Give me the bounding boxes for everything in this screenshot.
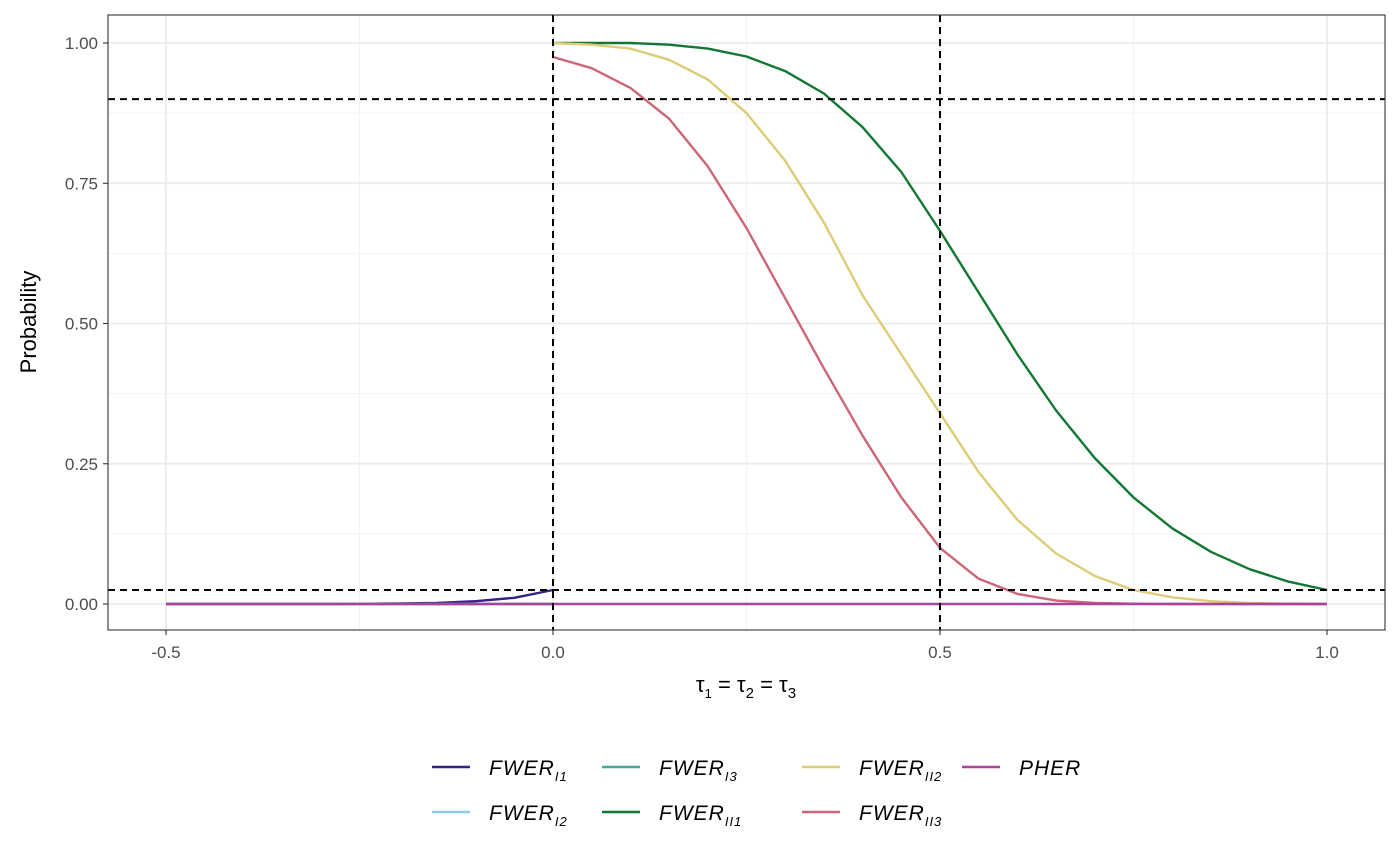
- x-axis-title: τ1 = τ2 = τ3: [696, 672, 796, 702]
- legend-label-fwer-i2: FWERI2: [489, 802, 568, 829]
- y-tick-label: 0.00: [65, 595, 98, 614]
- legend-label-fwer-i3: FWERI3: [659, 757, 738, 784]
- y-axis-title: Probability: [16, 271, 41, 374]
- x-tick-label: -0.5: [151, 643, 180, 662]
- legend-label-fwer-i1: FWERI1: [489, 757, 568, 784]
- y-tick-label: 0.50: [65, 315, 98, 334]
- reference-lines: [108, 15, 1385, 630]
- legend: FWERI1 FWERI2 FWERI3 FWERII1 FWERII2 FWERII3 P…: [432, 757, 1081, 829]
- axes: -0.5 0.0 0.5 1.0 0.00 0.25 0.50 0.75 1.00: [65, 34, 1339, 662]
- x-tick-label: 1.0: [1315, 643, 1339, 662]
- y-tick-label: 1.00: [65, 34, 98, 53]
- legend-label-pher: PHER: [1019, 757, 1081, 780]
- legend-label-fwer-ii1: FWERII1: [659, 802, 742, 829]
- legend-label-fwer-ii3: FWERII3: [859, 802, 942, 829]
- legend-label-fwer-ii2: FWERII2: [859, 757, 942, 784]
- x-tick-label: 0.0: [541, 643, 565, 662]
- plot-panel-border: [107, 14, 1386, 631]
- series-line-fwer-ii1: [553, 41, 1328, 592]
- y-tick-label: 0.25: [65, 455, 98, 474]
- y-tick-label: 0.75: [65, 174, 98, 193]
- x-tick-label: 0.5: [928, 643, 952, 662]
